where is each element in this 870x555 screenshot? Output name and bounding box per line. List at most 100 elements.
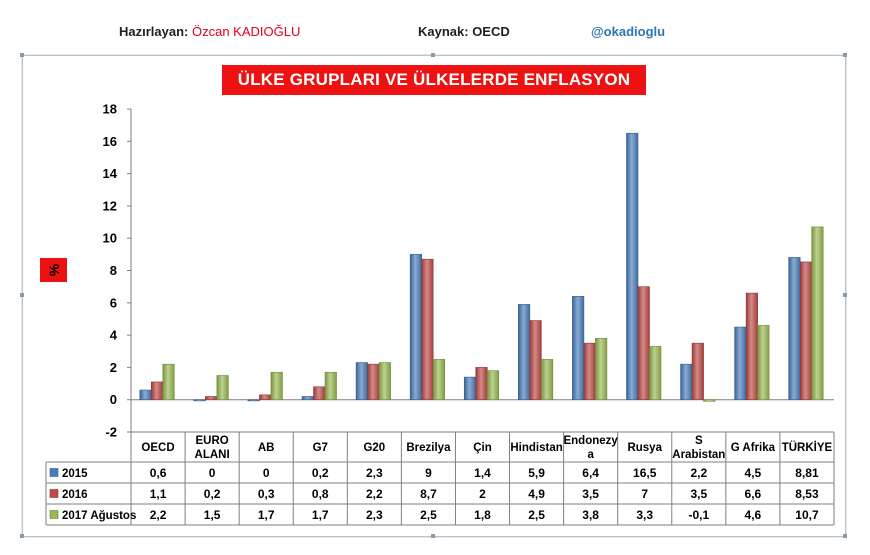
data-label: 0 [209, 466, 216, 480]
bar-2015 [247, 399, 260, 402]
author-name: Özcan KADIOĞLU [192, 24, 301, 39]
bar-2015 [301, 396, 314, 401]
data-label: 9 [425, 466, 432, 480]
bar-2016 [313, 386, 326, 400]
y-tick-label: 4 [110, 328, 118, 343]
bar-2016 [691, 342, 704, 400]
bar-2017-ağustos [649, 346, 662, 400]
x-tick-label: AB [258, 442, 275, 454]
x-tick-label: Rusya [627, 442, 662, 454]
x-tick-label: TÜRKİYE [782, 441, 833, 454]
bar-2015 [193, 399, 206, 402]
x-tick-label: ALANI [195, 449, 230, 461]
y-axis-label: % [40, 258, 67, 282]
x-tick-label: a [587, 449, 594, 461]
data-label: 1,7 [312, 508, 329, 522]
x-tick-label: OECD [141, 442, 174, 454]
chart-title: ÜLKE GRUPLARI VE ÜLKELERDE ENFLASYON (%) [222, 65, 646, 119]
bar-2017-ağustos [541, 359, 554, 401]
x-tick-label: Hindistan [510, 442, 562, 454]
bar-2015 [463, 376, 477, 400]
data-label: 1,7 [258, 508, 275, 522]
resize-handle-right[interactable] [843, 293, 847, 297]
data-label: 2,2 [690, 466, 707, 480]
x-tick-label: Çin [473, 442, 492, 454]
twitter-handle[interactable]: @okadioglu [591, 24, 666, 39]
resize-handle-bottom-right[interactable] [843, 534, 847, 538]
data-label: -0,1 [688, 508, 709, 522]
bar-2017-ağustos [270, 371, 283, 400]
y-tick-label: 16 [103, 134, 117, 149]
bar-2016 [583, 342, 596, 400]
data-label: 0,6 [150, 466, 167, 480]
resize-handle-bottom-left[interactable] [20, 534, 24, 538]
bar-2016 [259, 394, 272, 401]
bar-2017-ağustos [432, 359, 445, 401]
y-tick-label: 2 [110, 360, 117, 375]
data-label: 7 [641, 487, 648, 501]
source-label: Kaynak: OECD [418, 24, 510, 39]
y-tick-label: 8 [110, 263, 117, 278]
data-label: 4,5 [745, 466, 762, 480]
data-label: 5,9 [528, 466, 545, 480]
resize-handle-top-right[interactable] [843, 53, 847, 57]
data-label: 3,3 [636, 508, 653, 522]
y-tick-label: 6 [110, 295, 117, 310]
author-credit: Hazırlayan: Özcan KADIOĞLU [119, 24, 300, 39]
bar-2016 [421, 258, 434, 401]
data-label: 3,5 [690, 487, 707, 501]
data-label: 0,2 [204, 487, 221, 501]
y-tick-label: 0 [110, 392, 117, 407]
y-tick-label: -2 [105, 425, 117, 440]
bar-2017-ağustos [324, 371, 337, 400]
x-tick-label: G7 [313, 442, 328, 454]
data-label: 0,2 [312, 466, 329, 480]
bar-2017-ağustos [378, 362, 391, 400]
header: Hazırlayan: Özcan KADIOĞLU Kaynak: OECD … [0, 24, 870, 44]
data-label: 6,6 [745, 487, 762, 501]
bar-2015 [518, 304, 531, 401]
data-label: 2,5 [528, 508, 545, 522]
legend-swatch [49, 510, 59, 519]
x-tick-label: S [695, 435, 703, 447]
resize-handle-top[interactable] [431, 53, 435, 57]
data-label: 1,4 [474, 466, 491, 480]
bar-2015 [788, 257, 801, 400]
data-label: 8,81 [795, 466, 819, 480]
data-label: 4,9 [528, 487, 545, 501]
data-label: 6,4 [582, 466, 599, 480]
bar-2015 [572, 296, 585, 400]
bar-2016 [637, 286, 650, 400]
bar-2015 [680, 363, 693, 401]
data-label: 2,2 [150, 508, 167, 522]
bar-2017-ağustos [486, 370, 500, 401]
resize-handle-top-left[interactable] [20, 53, 24, 57]
resize-handle-left[interactable] [20, 293, 24, 297]
bar-2017-ağustos [757, 325, 770, 401]
data-label: 0,3 [258, 487, 275, 501]
bar-2017-ağustos [162, 363, 175, 401]
bar-2015 [355, 362, 368, 400]
chart-frame[interactable] [22, 55, 846, 537]
bar-2017-ağustos [703, 399, 716, 402]
data-label: 2,3 [366, 466, 383, 480]
bar-2016 [367, 363, 380, 401]
legend-entry: 2015 [62, 468, 88, 480]
resize-handle-bottom[interactable] [431, 534, 435, 538]
x-tick-label: Arabistan [672, 449, 725, 461]
data-label: 1,5 [204, 508, 221, 522]
data-label: 1,8 [474, 508, 491, 522]
bar-2015 [734, 326, 747, 400]
bar-2015 [626, 132, 639, 401]
data-label: 3,8 [582, 508, 599, 522]
data-label: 16,5 [633, 466, 657, 480]
bar-2016 [799, 261, 813, 400]
data-label: 2,5 [420, 508, 437, 522]
data-label: 4,6 [745, 508, 762, 522]
bar-2017-ağustos [595, 338, 608, 400]
x-tick-label: Brezilya [406, 442, 451, 454]
data-label: 10,7 [795, 508, 819, 522]
bar-2016 [475, 367, 488, 400]
legend-swatch [49, 468, 59, 477]
bar-2015 [139, 389, 152, 401]
